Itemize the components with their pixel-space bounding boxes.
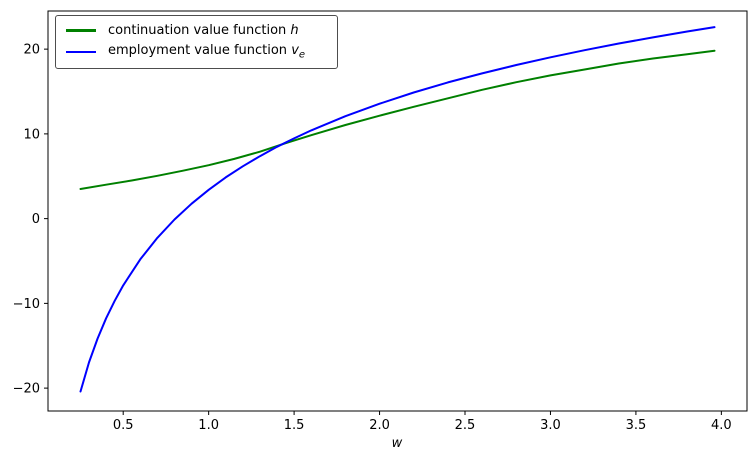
x-tick-label: 1.0 — [198, 418, 219, 433]
x-tick-label: 3.0 — [540, 418, 561, 433]
y-tick-label: 0 — [32, 212, 40, 227]
legend-entry-ve: employment value function ve — [66, 43, 327, 61]
y-tick-label: −10 — [13, 297, 40, 312]
legend-line-green — [66, 29, 96, 32]
x-axis-ticks: 0.5 1.0 1.5 2.0 2.5 3.0 3.5 4.0 — [113, 411, 732, 433]
x-tick-label: 2.5 — [455, 418, 476, 433]
curve-employment-value-function-v-e — [79, 26, 716, 393]
legend-line-blue — [66, 50, 96, 54]
x-tick-label: 1.5 — [284, 418, 305, 433]
axes-frame — [47, 10, 748, 412]
plot-curves — [79, 26, 716, 393]
x-axis-label: w — [392, 436, 403, 451]
x-tick-label: 0.5 — [113, 418, 134, 433]
x-tick-label: 4.0 — [711, 418, 732, 433]
y-tick-label: 10 — [23, 127, 40, 142]
y-tick-label: −20 — [13, 382, 40, 397]
legend: continuation value function h employment… — [55, 15, 338, 69]
x-tick-label: 3.5 — [626, 418, 647, 433]
y-axis-ticks: 20 10 0 −10 −20 — [13, 43, 48, 397]
legend-entry-h: continuation value function h — [66, 23, 327, 38]
legend-label-ve: employment value function ve — [108, 43, 306, 61]
y-tick-label: 20 — [23, 43, 40, 58]
legend-label-h: continuation value function h — [108, 23, 299, 39]
curve-continuation-value-function-h — [79, 49, 716, 190]
x-tick-label: 2.0 — [369, 418, 390, 433]
